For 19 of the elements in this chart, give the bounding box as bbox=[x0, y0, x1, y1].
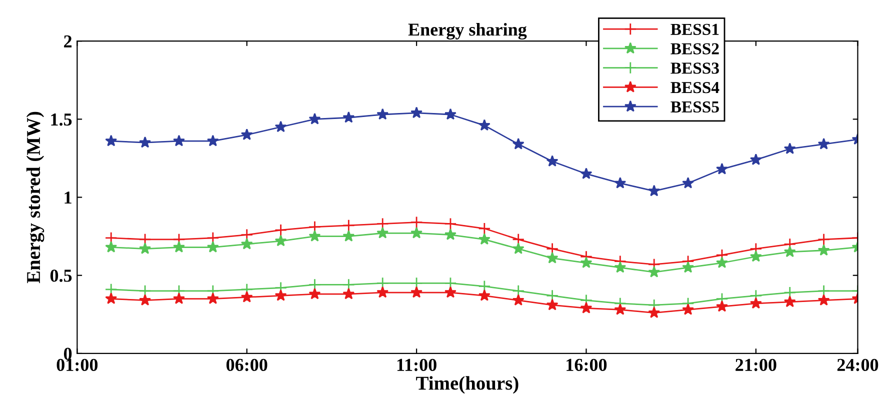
legend-label: BESS2 bbox=[670, 43, 719, 54]
x-tick-label: 24:00 bbox=[837, 358, 878, 372]
x-tick-label: 21:00 bbox=[736, 358, 776, 372]
x-tick-label: 16:00 bbox=[566, 358, 607, 372]
chart-title: Energy sharing bbox=[408, 23, 527, 40]
y-tick-label: 0.5 bbox=[50, 270, 72, 282]
x-axis-title: Time(hours) bbox=[416, 376, 518, 394]
y-tick-label: 1 bbox=[64, 192, 72, 204]
legend-label: BESS3 bbox=[670, 62, 719, 74]
y-axis-title: Energy stored (MW) bbox=[26, 112, 44, 284]
y-tick-label: 0 bbox=[64, 348, 72, 360]
y-tick-label: 1.5 bbox=[51, 114, 72, 126]
y-tick-label: 2 bbox=[64, 35, 72, 48]
x-tick-label: 01:00 bbox=[56, 358, 98, 372]
x-tick-label: 11:00 bbox=[397, 358, 436, 372]
legend-label: BESS4 bbox=[670, 82, 720, 94]
legend-label: BESS1 bbox=[670, 24, 719, 36]
x-tick-label: 06:00 bbox=[226, 358, 268, 372]
legend-label: BESS5 bbox=[670, 101, 719, 113]
